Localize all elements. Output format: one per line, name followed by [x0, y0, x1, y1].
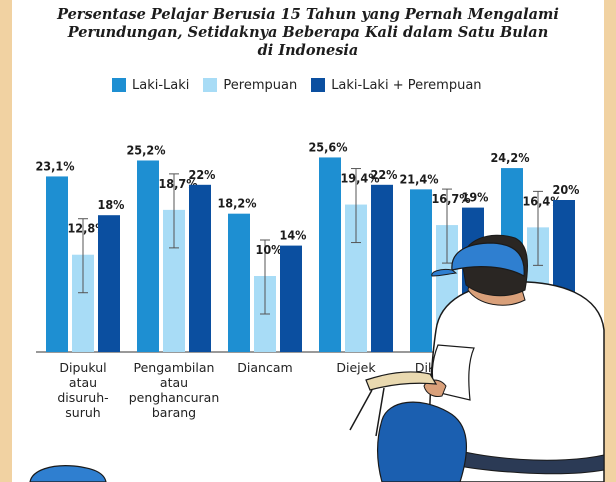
- data-label-laki-3: 18,2%: [217, 196, 256, 211]
- student-trousers: [376, 401, 468, 482]
- bar-perempuan-4: [345, 204, 367, 352]
- left-edge-strip: [0, 0, 12, 482]
- student-belt: [439, 444, 605, 475]
- bar-total-3: [280, 245, 302, 352]
- right-edge-strip: [604, 0, 616, 482]
- bar-laki-1: [46, 176, 68, 352]
- data-label-total-6: 20%: [553, 182, 580, 197]
- desk-leg-left: [349, 389, 373, 431]
- category-label-line: atau: [69, 375, 97, 390]
- legend-label-perempuan: Perempuan: [223, 77, 298, 93]
- legend-label-laki: Laki-Laki: [132, 77, 190, 93]
- student-cap-brim: [431, 269, 458, 277]
- bar-laki-3: [228, 213, 250, 352]
- student-back: [428, 281, 605, 482]
- legend-item-perempuan: Perempuan: [203, 78, 297, 93]
- legend-label-total: Laki-Laki + Perempuan: [331, 77, 482, 93]
- legend-item-total: Laki-Laki + Perempuan: [311, 77, 482, 93]
- legend-item-laki: Laki-Laki: [112, 78, 189, 93]
- desk-leg-right: [375, 387, 385, 437]
- legend-swatch-total: [311, 78, 326, 92]
- chart-legend: Laki-Laki Perempuan Laki-Laki + Perempua…: [112, 76, 496, 94]
- legend-swatch-laki: [112, 78, 126, 92]
- title-line-2: Perundungan, Setidaknya Beberapa Kali da…: [67, 24, 549, 41]
- category-label-line: disuruh-: [57, 390, 108, 405]
- category-label-line: Diancam: [237, 360, 292, 375]
- category-label-line: Dipukul: [59, 360, 106, 375]
- category-label-4: Diejek: [336, 360, 376, 375]
- bar-perempuan-1: [72, 254, 94, 352]
- category-label-line: penghancuran: [129, 390, 220, 405]
- bar-laki-2: [137, 160, 159, 352]
- category-label-3: Diancam: [237, 360, 292, 375]
- title-line-3: di Indonesia: [257, 42, 359, 59]
- bar-total-4: [371, 184, 393, 352]
- data-label-total-4: 22%: [371, 167, 398, 182]
- data-label-total-5: 19%: [462, 190, 489, 205]
- data-label-laki-6: 24,2%: [490, 150, 529, 165]
- bar-laki-5: [410, 189, 432, 352]
- bar-perempuan-2: [163, 209, 185, 352]
- legend-swatch-perempuan: [203, 78, 218, 92]
- category-label-line: atau: [160, 375, 188, 390]
- data-label-laki-1: 23,1%: [35, 158, 74, 173]
- data-label-laki-2: 25,2%: [126, 142, 165, 157]
- bar-laki-4: [319, 157, 341, 352]
- category-label-line: suruh: [65, 405, 100, 420]
- data-label-perempuan-3: 10%: [256, 242, 283, 257]
- bar-total-2: [189, 184, 211, 352]
- title-line-1: Persentase Pelajar Berusia 15 Tahun yang…: [57, 6, 559, 23]
- data-label-perempuan-2: 18,7%: [158, 176, 197, 191]
- category-label-line: Diejek: [336, 360, 376, 375]
- data-label-perempuan-1: 12,8%: [67, 221, 106, 236]
- bar-total-1: [98, 215, 120, 352]
- category-label-line: barang: [152, 405, 196, 420]
- shoe-icon: [29, 465, 107, 482]
- student-illustration: [29, 234, 605, 482]
- category-label-1: Dipukul atau disuruh-suruh: [57, 360, 108, 420]
- category-label-2: Pengambilan atau penghancuran barang: [129, 360, 220, 420]
- data-label-laki-4: 25,6%: [308, 139, 347, 154]
- chart-title: Persentase Pelajar Berusia 15 Tahun yang…: [40, 6, 576, 60]
- category-label-line: Pengambilan: [134, 360, 215, 375]
- student-desk-icon: [365, 371, 438, 391]
- data-label-total-2: 22%: [189, 167, 216, 182]
- data-label-total-3: 14%: [280, 228, 307, 243]
- data-label-perempuan-5: 16,7%: [431, 191, 470, 206]
- data-label-total-1: 18%: [98, 197, 125, 212]
- data-label-perempuan-6: 16,4%: [522, 193, 561, 208]
- data-label-laki-5: 21,4%: [399, 171, 438, 186]
- student-cap-icon: [451, 242, 525, 277]
- data-label-perempuan-4: 19,4%: [340, 171, 379, 186]
